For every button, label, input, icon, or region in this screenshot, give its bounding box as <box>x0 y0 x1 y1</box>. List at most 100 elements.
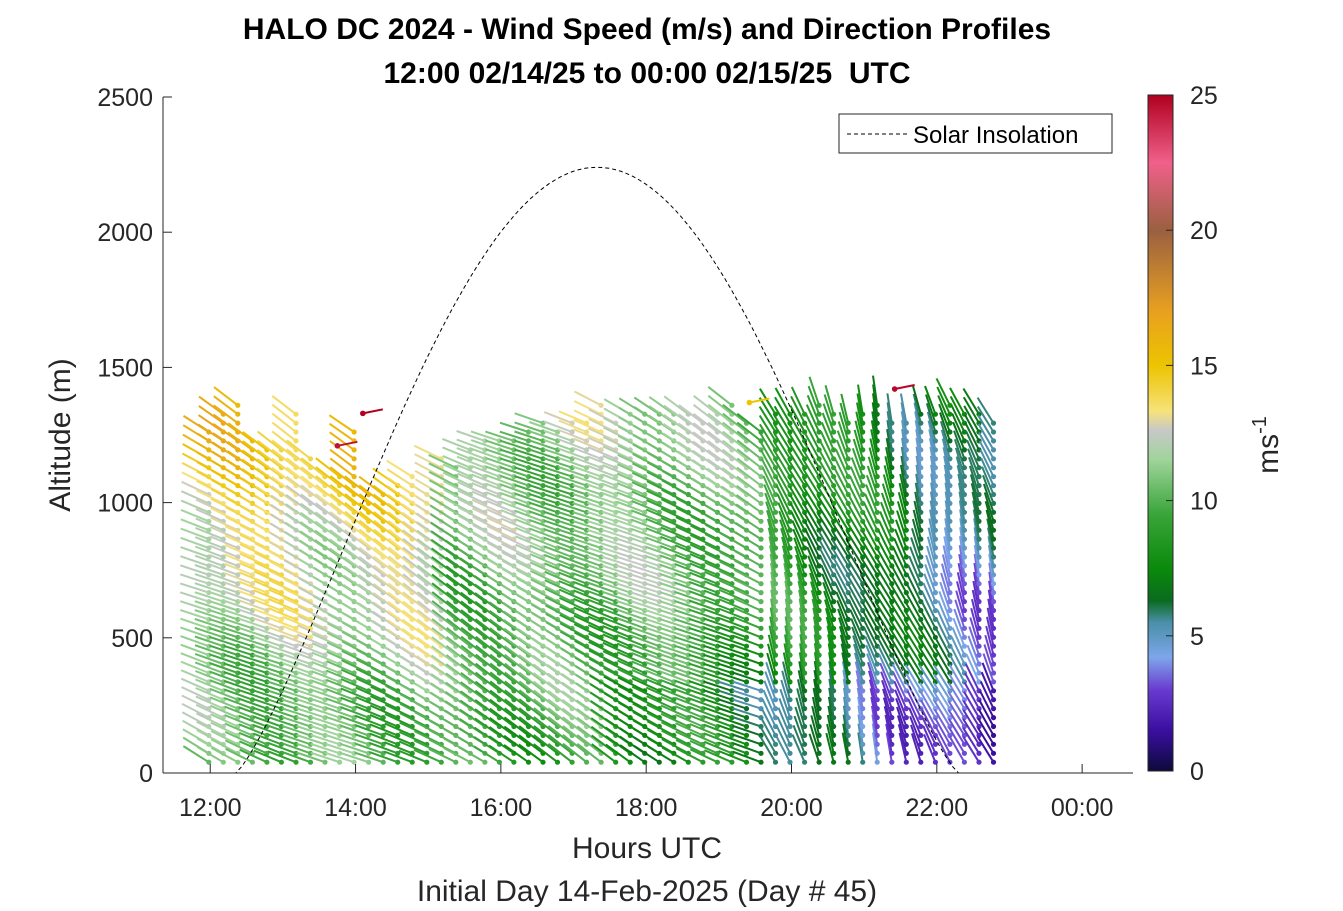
wind-barb-shaft <box>761 708 777 736</box>
wind-barb-head <box>772 616 779 623</box>
wind-barb-shaft <box>488 744 515 764</box>
wind-barb-shaft <box>688 662 718 674</box>
wind-barb-shaft <box>675 506 704 523</box>
wind-barb-shaft <box>253 732 282 746</box>
wind-barb-shaft <box>383 741 413 755</box>
wind-barb-head <box>831 590 837 596</box>
wind-barb-head <box>831 447 837 453</box>
wind-barb-head <box>511 759 517 765</box>
wind-barb-head <box>874 732 880 739</box>
wind-barb-head <box>743 750 750 756</box>
wind-barb-head <box>220 634 226 640</box>
wind-barb-shaft <box>867 670 879 700</box>
wind-barb-shaft <box>459 699 486 719</box>
wind-barb-shaft <box>962 396 980 424</box>
wind-barb-shaft <box>843 696 850 727</box>
wind-barb-shaft <box>281 742 311 755</box>
wind-barb-head <box>831 607 837 614</box>
wind-barb-shaft <box>238 731 268 746</box>
wind-barb-shaft <box>557 484 587 496</box>
wind-barb-shaft <box>934 726 951 754</box>
wind-barb-head <box>976 500 982 506</box>
wind-barb-shaft <box>761 466 777 495</box>
wind-barb-shaft <box>818 449 835 478</box>
wind-barb-head <box>787 670 793 676</box>
wind-barb-shaft <box>718 616 747 630</box>
x-tick-label: 18:00 <box>615 794 678 822</box>
wind-barb-head <box>860 420 866 426</box>
wind-barb-head <box>816 634 822 640</box>
wind-barb-shaft <box>529 561 558 576</box>
wind-barb-shaft <box>223 644 253 657</box>
wind-barb-shaft <box>867 456 879 486</box>
wind-barb-head <box>976 527 982 533</box>
wind-barb-head <box>831 411 837 417</box>
wind-barb-shaft <box>929 491 937 522</box>
wind-barb-shaft <box>645 508 675 523</box>
wind-barb-head <box>787 456 793 462</box>
wind-barb-shaft <box>543 510 573 523</box>
wind-barb-shaft <box>813 669 821 700</box>
wind-barb-shaft <box>213 386 239 407</box>
wind-barb-head <box>235 759 241 765</box>
wind-barb-shaft <box>689 748 718 764</box>
wind-barb-shaft <box>718 607 747 621</box>
wind-barb-shaft <box>877 529 893 558</box>
wind-barb-shaft <box>799 616 806 647</box>
wind-barb-head <box>918 429 924 435</box>
wind-barb-head <box>947 491 953 498</box>
wind-barb-shaft <box>373 528 399 549</box>
wind-barb-head <box>961 483 968 489</box>
wind-barb-head <box>802 599 808 605</box>
wind-barb-shaft <box>617 668 646 683</box>
wind-barb-shaft <box>832 485 850 513</box>
wind-barb-shaft <box>987 589 995 620</box>
wind-barb-shaft <box>970 482 980 513</box>
wind-barb-shaft <box>663 413 689 433</box>
wind-barb-head <box>903 732 909 739</box>
wind-barb-shaft <box>212 413 239 433</box>
wind-barb-shaft <box>736 457 762 478</box>
wind-barb-head <box>758 759 764 765</box>
wind-barb-head <box>845 697 851 703</box>
wind-barb-shaft <box>238 680 268 692</box>
wind-barb-shaft <box>768 625 777 656</box>
wind-barb-shaft <box>285 484 312 505</box>
wind-barb-shaft <box>401 627 428 648</box>
colorbar-tick-label: 15 <box>1190 352 1218 380</box>
wind-barb-head <box>685 563 691 569</box>
wind-barb-shaft <box>586 510 617 523</box>
wind-barb-shaft <box>325 734 355 746</box>
wind-barb-shaft <box>630 643 660 657</box>
wind-barb-head <box>337 679 343 685</box>
wind-barb-shaft <box>252 635 282 648</box>
wind-barb-shaft <box>225 747 253 764</box>
wind-barb-shaft <box>890 584 908 612</box>
wind-barb-head <box>845 759 851 765</box>
wind-barb-shaft <box>296 633 326 648</box>
wind-barb-head <box>525 474 532 480</box>
wind-barb-shaft <box>883 465 893 495</box>
wind-barb-shaft <box>373 573 399 594</box>
wind-barb-head <box>714 688 721 694</box>
wind-barb-shaft <box>518 743 544 764</box>
wind-barb-shaft <box>918 646 937 674</box>
wind-barb-head <box>802 688 808 694</box>
wind-barb-shaft <box>601 519 631 532</box>
wind-barb-shaft <box>875 557 893 585</box>
wind-barb-head <box>860 652 866 658</box>
wind-barb-shaft <box>238 688 268 701</box>
wind-barb-head <box>293 420 299 426</box>
wind-barb-shaft <box>767 643 777 674</box>
wind-barb-head <box>860 670 866 676</box>
wind-barb-shaft <box>964 422 980 451</box>
wind-barb-head <box>874 759 880 765</box>
wind-barb-head <box>903 420 909 426</box>
wind-barb-shaft <box>573 606 602 621</box>
wind-barb-head <box>889 420 895 426</box>
wind-barb-head <box>656 518 662 524</box>
wind-barb-shaft <box>557 475 587 487</box>
wind-barb-shaft <box>894 384 915 391</box>
wind-barb-shaft <box>529 569 558 585</box>
wind-barb-shaft <box>831 530 850 558</box>
